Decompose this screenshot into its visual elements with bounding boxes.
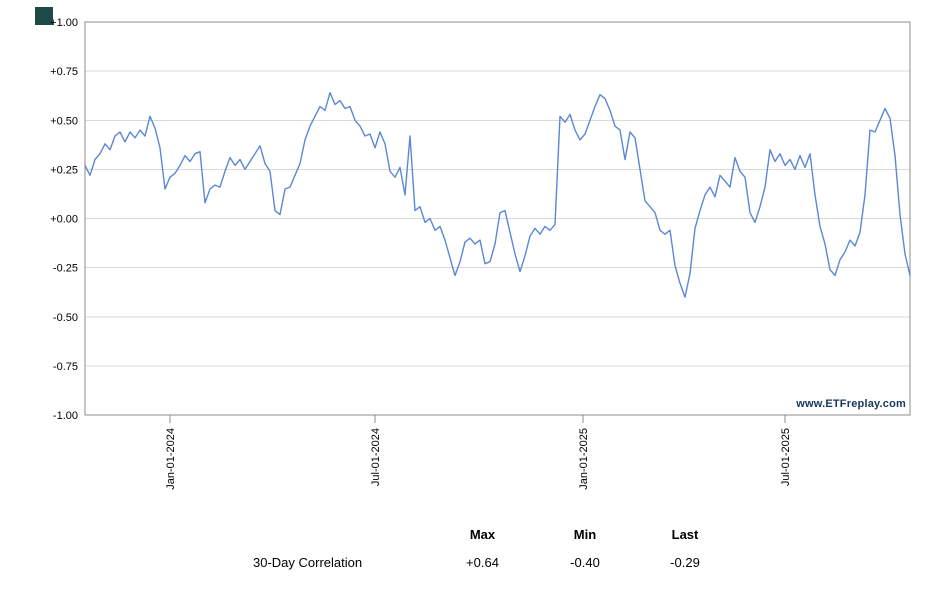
x-axis-tick-label: Jan-01-2025 — [578, 428, 590, 490]
watermark: www.ETFreplay.com — [796, 398, 906, 410]
y-axis-tick-label: -0.50 — [53, 312, 78, 324]
stats-header-max: Max — [469, 526, 496, 542]
stats-header-min: Min — [573, 526, 597, 542]
correlation-chart: +1.00 +0.75 +0.50 +0.25 +0.00 -0.25 -0.50 -0.75… — [50, 17, 911, 490]
x-axis-tick-label: Jul-01-2024 — [370, 428, 382, 486]
y-axis-labels-group: +1.00 +0.75 +0.50 +0.25 +0.00 -0.25 -0.50 -0.75… — [50, 17, 78, 422]
y-axis-tick-label: +1.00 — [50, 17, 78, 29]
stats-table: Max Min Last 30-Day Correlation +0.64 -0… — [250, 520, 725, 576]
y-axis-tick-label: +0.25 — [50, 164, 78, 176]
x-axis-tick-label: Jan-01-2024 — [165, 428, 177, 490]
stats-value-max: +0.64 — [466, 554, 499, 570]
correlation-line — [84, 91, 911, 298]
y-axis-tick-label: -0.25 — [53, 263, 78, 275]
gridlines-group — [85, 21, 910, 416]
stats-value-min: -0.40 — [570, 554, 600, 570]
stats-value-last: -0.29 — [670, 554, 700, 570]
stats-row-label: 30-Day Correlation — [253, 554, 363, 570]
x-axis-labels-group: Jan-01-2024 Jul-01-2024 Jan-01-2025 Jul-01-… — [165, 415, 792, 490]
plot-border — [84, 21, 911, 416]
y-axis-tick-label: -1.00 — [53, 410, 78, 422]
y-axis-tick-label: +0.00 — [50, 214, 78, 226]
x-axis-tick-label: Jul-01-2025 — [780, 428, 792, 486]
y-axis-tick-label: +0.50 — [50, 115, 78, 127]
y-axis-tick-label: -0.75 — [53, 361, 78, 373]
logo-square — [35, 7, 53, 25]
y-axis-tick-label: +0.75 — [50, 66, 78, 78]
stats-header-last: Last — [671, 526, 699, 542]
